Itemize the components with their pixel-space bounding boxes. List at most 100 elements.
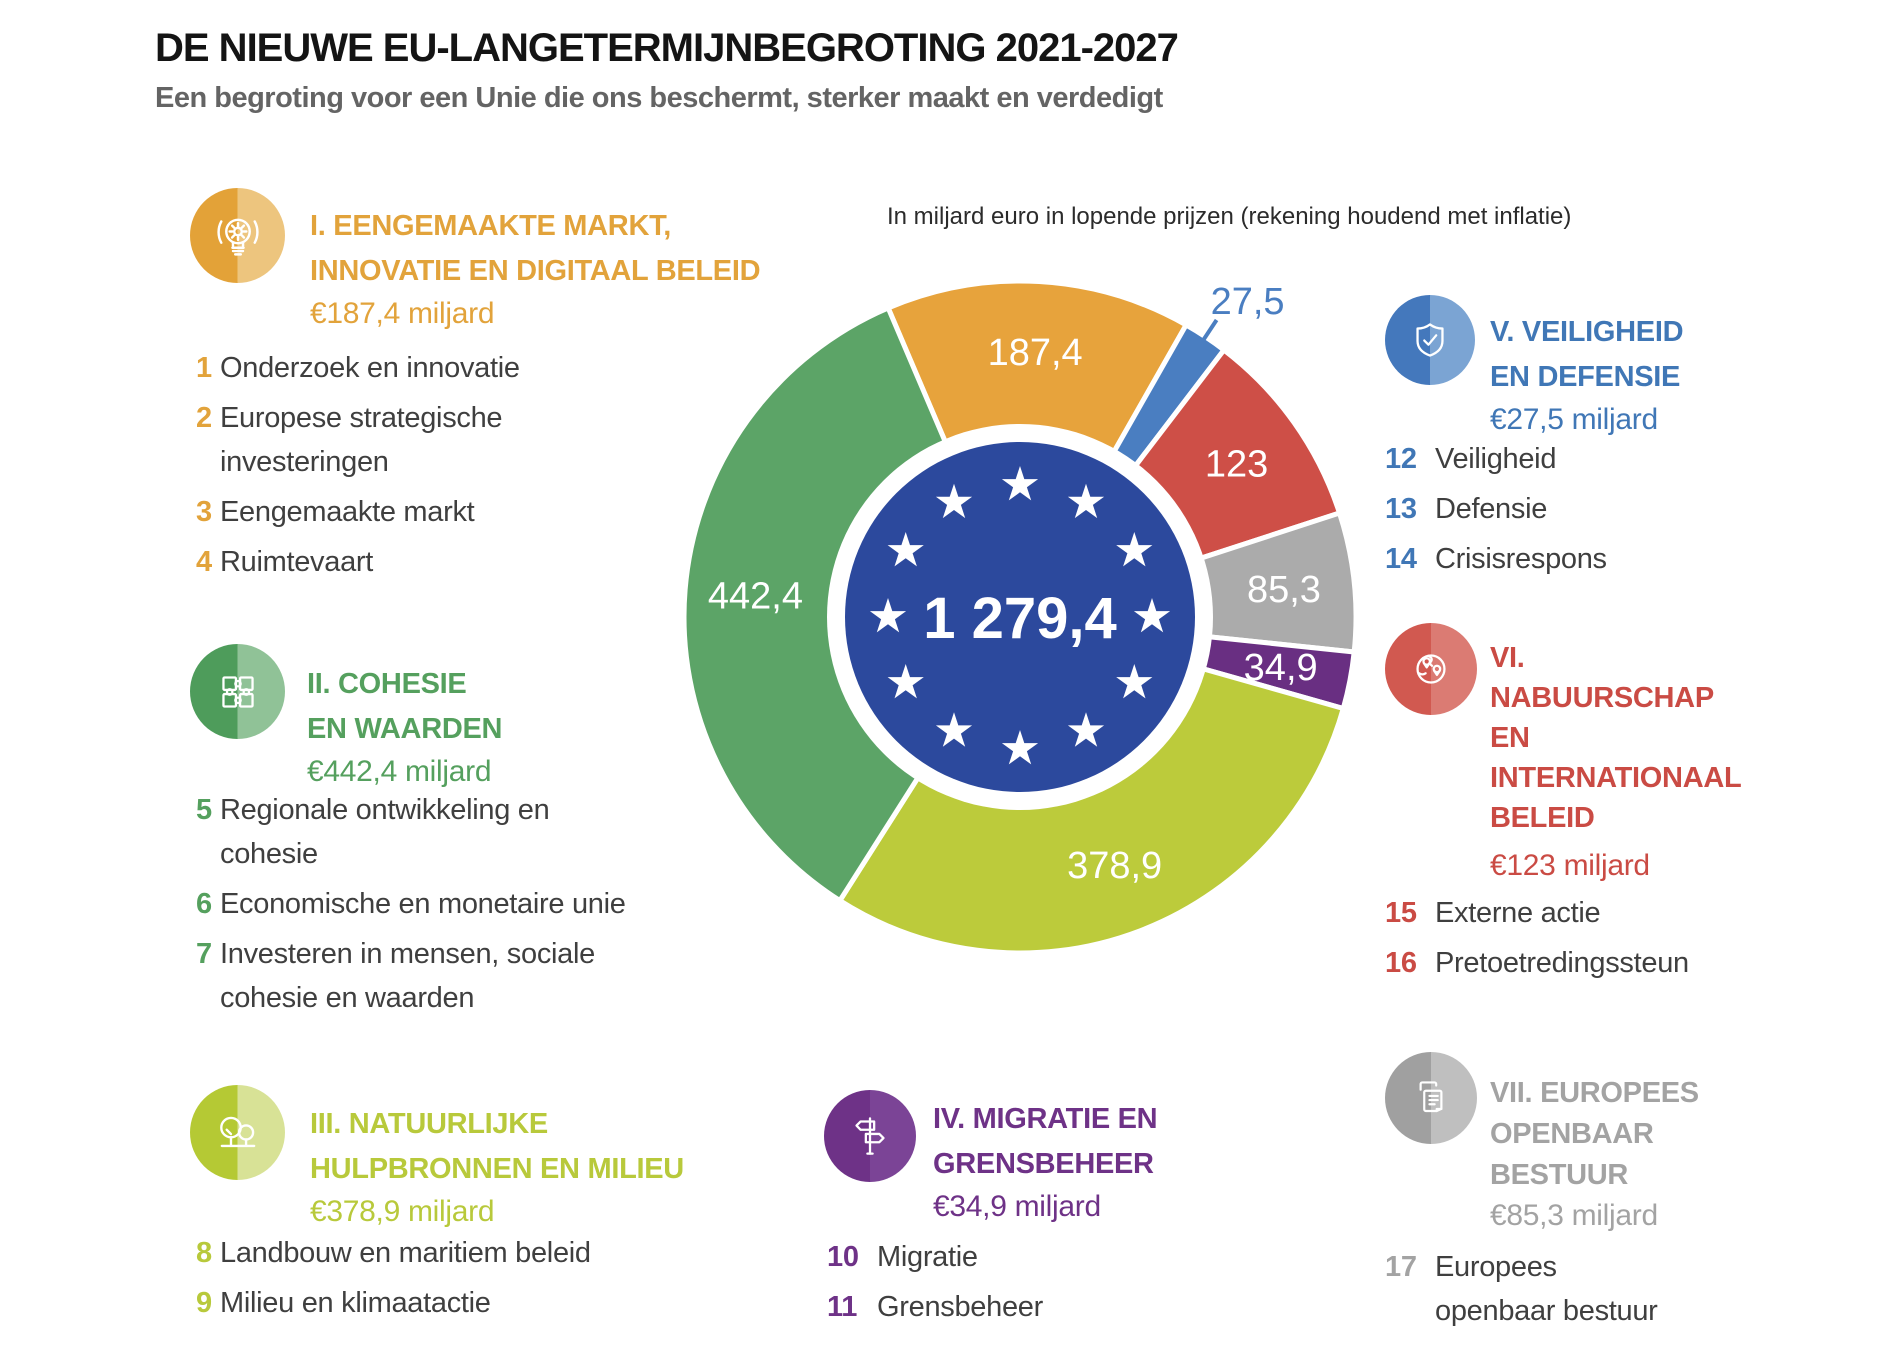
item-number: 5 xyxy=(196,794,212,826)
segment-label: 187,4 xyxy=(988,332,1083,374)
item-number: 15 xyxy=(1385,897,1417,929)
section-5-items: 12 Veiligheid 13 Defensie 14 Crisisrespons xyxy=(1385,437,1705,587)
item-label: Landbouw en maritiem beleid xyxy=(220,1237,591,1269)
list-item: 15 Externe actie xyxy=(1385,891,1725,935)
list-item: 1 Onderzoek en innovatie xyxy=(196,346,556,390)
item-number: 2 xyxy=(196,402,212,434)
eu-star xyxy=(935,483,973,519)
item-label: Onderzoek en innovatie xyxy=(220,352,520,384)
item-number: 8 xyxy=(196,1237,212,1269)
segment-label: 378,9 xyxy=(1067,845,1162,887)
section-6-header: VI. NABUURSCHAP EN INTERNATIONAAL BELEID… xyxy=(1490,638,1850,886)
section-heading: II. COHESIE EN WAARDEN xyxy=(307,668,503,745)
section-heading: VII. EUROPEES OPENBAAR BESTUUR xyxy=(1490,1077,1699,1191)
list-item: 4 Ruimtevaart xyxy=(196,540,556,584)
list-item: 11 Grensbeheer xyxy=(827,1285,1147,1329)
list-item: 7 Investeren in mensen, sociale cohesie e… xyxy=(196,932,646,1020)
section-heading: IV. MIGRATIE EN GRENSBEHEER xyxy=(933,1103,1158,1180)
item-label: Europese strategische investeringen xyxy=(220,402,503,478)
item-label: Milieu en klimaatactie xyxy=(220,1287,491,1319)
eu-star xyxy=(1116,664,1153,699)
section-5-header: V. VEILIGHEID EN DEFENSIE €27,5 miljard xyxy=(1490,310,1850,440)
puzzle-icon xyxy=(190,644,285,739)
item-label: Ruimtevaart xyxy=(220,546,374,578)
list-item: 8 Landbouw en maritiem beleid xyxy=(196,1231,626,1275)
page-subtitle: Een begroting voor een Unie die ons besc… xyxy=(155,82,1163,114)
item-label: Veiligheid xyxy=(1435,443,1557,475)
section-7-header: VII. EUROPEES OPENBAAR BESTUUR €85,3 mil… xyxy=(1490,1073,1850,1236)
list-item: 14 Crisisrespons xyxy=(1385,537,1705,581)
eu-star xyxy=(869,598,907,633)
item-number: 12 xyxy=(1385,443,1417,475)
documents-icon xyxy=(1385,1052,1477,1144)
eu-flag-center xyxy=(845,442,1195,792)
section-heading: I. EENGEMAAKTE MARKT, INNOVATIE EN DIGIT… xyxy=(310,210,761,287)
section-heading: V. VEILIGHEID EN DEFENSIE xyxy=(1490,316,1684,393)
list-item: 3 Eengemaakte markt xyxy=(196,490,556,534)
section-amount: €123 miljard xyxy=(1490,849,1650,882)
item-number: 7 xyxy=(196,938,212,970)
item-number: 13 xyxy=(1385,493,1417,525)
segment-label: 85,3 xyxy=(1247,569,1321,611)
eu-donut-chart: 1 279,4 187,4 27,5 123 85,3 34,9 378,9 442,4 xyxy=(681,278,1359,956)
item-number: 16 xyxy=(1385,947,1417,979)
item-number: 4 xyxy=(196,546,212,578)
section-heading: III. NATUURLIJKE HULPBRONNEN EN MILIEU xyxy=(310,1108,684,1185)
list-item: 6 Economische en monetaire unie xyxy=(196,882,646,926)
list-item: 2 Europese strategische investeringen xyxy=(196,396,556,484)
item-label: Investeren in mensen, sociale cohesie en… xyxy=(220,938,595,1014)
segment-label: 123 xyxy=(1205,444,1268,486)
section-4-header: IV. MIGRATIE EN GRENSBEHEER €34,9 miljar… xyxy=(933,1097,1353,1227)
item-label: Migratie xyxy=(877,1241,978,1273)
eu-star xyxy=(887,664,924,699)
item-label: Economische en monetaire unie xyxy=(220,888,626,920)
eu-star xyxy=(887,532,924,567)
segment-label: 34,9 xyxy=(1244,647,1318,689)
section-1-header: I. EENGEMAAKTE MARKT, INNOVATIE EN DIGIT… xyxy=(310,204,850,334)
section-3-items: 8 Landbouw en maritiem beleid 9 Milieu en … xyxy=(196,1231,626,1331)
list-item: 9 Milieu en klimaatactie xyxy=(196,1281,626,1325)
item-label: Pretoetredingssteun xyxy=(1435,947,1689,979)
item-number: 3 xyxy=(196,496,212,528)
page-title: DE NIEUWE EU-LANGETERMIJNBEGROTING 2021-… xyxy=(155,26,1179,70)
section-amount: €187,4 miljard xyxy=(310,297,495,330)
trees-icon xyxy=(190,1085,285,1180)
globe-pins-icon xyxy=(1385,623,1477,715)
eu-star xyxy=(1116,532,1153,567)
item-number: 17 xyxy=(1385,1251,1417,1283)
item-number: 9 xyxy=(196,1287,212,1319)
shield-check-icon xyxy=(1385,295,1475,385)
section-amount: €85,3 miljard xyxy=(1490,1199,1658,1232)
section-2-items: 5 Regionale ontwikkeling en cohesie 6 Econ… xyxy=(196,788,646,1026)
section-2-header: II. COHESIE EN WAARDEN €442,4 miljard xyxy=(307,662,727,792)
item-label: Defensie xyxy=(1435,493,1548,525)
segment-leader-line xyxy=(1181,318,1219,372)
list-item: 12 Veiligheid xyxy=(1385,437,1705,481)
unit-note: In miljard euro in lopende prijzen (reke… xyxy=(887,203,1572,230)
list-item: 16 Pretoetredingssteun xyxy=(1385,941,1725,985)
list-item: 17 Europees openbaar bestuur xyxy=(1385,1245,1675,1333)
item-number: 6 xyxy=(196,888,212,920)
item-number: 1 xyxy=(196,352,212,384)
section-4-items: 10 Migratie 11 Grensbeheer xyxy=(827,1235,1147,1335)
list-item: 13 Defensie xyxy=(1385,487,1705,531)
lightbulb-gear-icon xyxy=(190,188,285,283)
section-3-header: III. NATUURLIJKE HULPBRONNEN EN MILIEU €… xyxy=(310,1102,810,1232)
item-label: Regionale ontwikkeling en cohesie xyxy=(220,794,550,870)
list-item: 10 Migratie xyxy=(827,1235,1147,1279)
section-6-items: 15 Externe actie 16 Pretoetredingssteun xyxy=(1385,891,1725,991)
section-heading: VI. NABUURSCHAP EN INTERNATIONAAL BELEID xyxy=(1490,642,1742,834)
item-number: 14 xyxy=(1385,543,1417,575)
segment-label: 442,4 xyxy=(708,575,803,617)
item-number: 11 xyxy=(827,1291,858,1323)
item-label: Europees openbaar bestuur xyxy=(1435,1251,1658,1327)
section-amount: €34,9 miljard xyxy=(933,1190,1101,1223)
section-amount: €27,5 miljard xyxy=(1490,403,1658,436)
eu-star xyxy=(1001,730,1039,765)
center-total: 1 279,4 xyxy=(923,586,1117,651)
item-number: 10 xyxy=(827,1241,859,1273)
eu-star xyxy=(1001,466,1039,501)
section-amount: €378,9 miljard xyxy=(310,1195,495,1228)
item-label: Grensbeheer xyxy=(877,1291,1043,1323)
